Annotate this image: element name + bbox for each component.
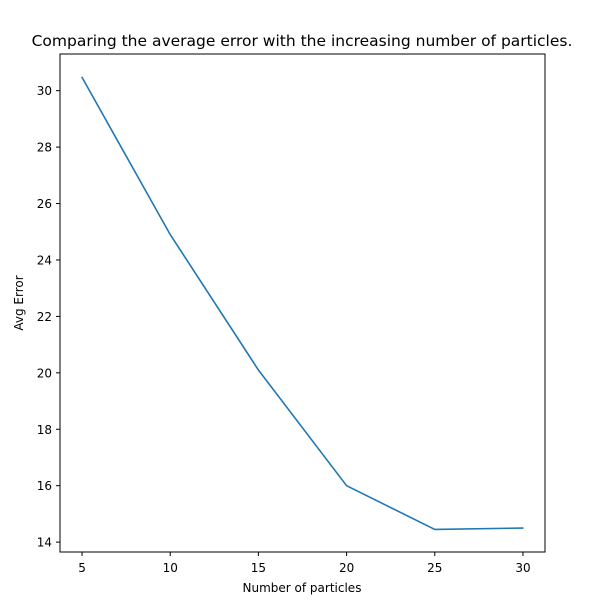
y-tick-label: 18 — [37, 423, 52, 437]
y-tick-label: 28 — [37, 141, 52, 155]
y-tick-label: 30 — [37, 84, 52, 98]
y-tick-label: 26 — [37, 197, 52, 211]
chart-title: Comparing the average error with the inc… — [32, 32, 573, 50]
x-tick-label: 5 — [78, 561, 86, 575]
y-tick-label: 22 — [37, 310, 52, 324]
y-tick-label: 24 — [37, 253, 52, 267]
series-line — [81, 76, 524, 531]
plot-area — [60, 54, 545, 552]
x-axis-label: Number of particles — [243, 581, 362, 595]
x-tick-label: 20 — [339, 561, 354, 575]
x-tick-label: 30 — [515, 561, 530, 575]
plot-frame — [59, 53, 546, 553]
y-tick-label: 14 — [37, 536, 52, 550]
y-axis-label: Avg Error — [12, 275, 26, 330]
x-tick-label: 15 — [251, 561, 266, 575]
x-axis: 5 10 15 20 25 30 — [78, 552, 531, 575]
series-layer — [81, 76, 524, 531]
y-tick-label: 20 — [37, 366, 52, 380]
y-tick-label: 16 — [37, 479, 52, 493]
x-tick-label: 25 — [427, 561, 442, 575]
plot-background — [60, 54, 545, 552]
y-axis: 14 16 18 20 22 24 26 28 30 — [37, 84, 60, 550]
x-tick-label: 10 — [163, 561, 178, 575]
